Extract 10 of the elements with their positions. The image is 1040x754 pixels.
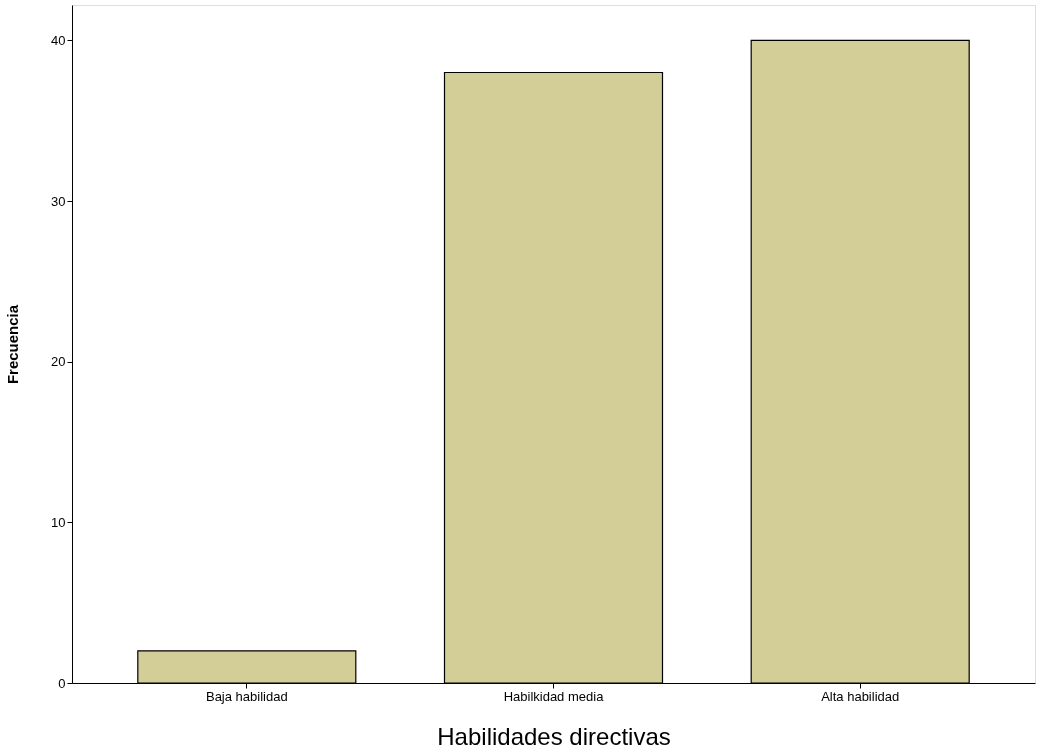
x-tick-label: Habilkidad media <box>503 688 605 704</box>
y-tick-label: 0 <box>58 675 66 691</box>
y-tick-label: 20 <box>51 354 66 370</box>
x-tick-label: Alta habilidad <box>821 688 900 704</box>
y-axis-title: Frecuencia <box>4 304 22 385</box>
x-axis-title: Habilidades directivas <box>437 722 671 750</box>
y-tick-label: 40 <box>51 32 66 48</box>
y-tick-label: 10 <box>51 514 66 530</box>
x-tick-label: Baja habilidad <box>205 688 288 704</box>
y-tick-label: 30 <box>51 193 66 209</box>
